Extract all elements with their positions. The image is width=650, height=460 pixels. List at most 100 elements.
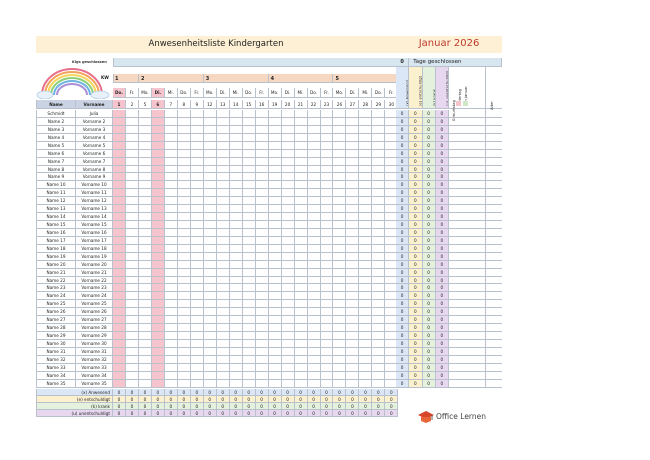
- attendance-cell[interactable]: [190, 308, 204, 317]
- attendance-cell[interactable]: [164, 228, 178, 237]
- attendance-cell[interactable]: [320, 197, 334, 206]
- attendance-cell[interactable]: [294, 181, 308, 190]
- attendance-cell[interactable]: [294, 149, 308, 158]
- attendance-cell[interactable]: [113, 316, 126, 325]
- attendance-cell[interactable]: [359, 110, 373, 118]
- attendance-cell[interactable]: [190, 149, 204, 158]
- attendance-cell[interactable]: [229, 110, 243, 118]
- attendance-cell[interactable]: [307, 197, 321, 206]
- attendance-cell[interactable]: [372, 347, 386, 356]
- attendance-cell[interactable]: [151, 355, 165, 364]
- attendance-cell[interactable]: [216, 228, 230, 237]
- attendance-cell[interactable]: [177, 157, 191, 166]
- attendance-cell[interactable]: [333, 228, 347, 237]
- attendance-cell[interactable]: [229, 292, 243, 301]
- attendance-cell[interactable]: [229, 125, 243, 134]
- attendance-cell[interactable]: [177, 355, 191, 364]
- attendance-cell[interactable]: [216, 268, 230, 277]
- attendance-cell[interactable]: [125, 379, 139, 388]
- row-firstname[interactable]: Vorname 10: [76, 181, 113, 190]
- row-legend-cell[interactable]: [449, 284, 502, 293]
- attendance-cell[interactable]: [333, 371, 347, 380]
- attendance-cell[interactable]: [255, 260, 269, 269]
- attendance-cell[interactable]: [190, 141, 204, 150]
- attendance-cell[interactable]: [359, 205, 373, 214]
- attendance-cell[interactable]: [125, 276, 139, 285]
- attendance-cell[interactable]: [359, 339, 373, 348]
- attendance-cell[interactable]: [177, 221, 191, 229]
- attendance-cell[interactable]: [307, 300, 321, 309]
- attendance-cell[interactable]: [242, 236, 256, 245]
- attendance-cell[interactable]: [113, 363, 126, 372]
- attendance-cell[interactable]: [255, 157, 269, 166]
- attendance-cell[interactable]: [320, 228, 334, 237]
- attendance-cell[interactable]: [255, 363, 269, 372]
- attendance-cell[interactable]: [281, 189, 295, 198]
- attendance-cell[interactable]: [320, 110, 334, 118]
- attendance-cell[interactable]: [359, 165, 373, 174]
- attendance-cell[interactable]: [359, 133, 373, 142]
- attendance-cell[interactable]: [164, 316, 178, 325]
- attendance-cell[interactable]: [320, 244, 334, 253]
- attendance-cell[interactable]: [372, 252, 386, 261]
- attendance-cell[interactable]: [151, 371, 165, 380]
- attendance-cell[interactable]: [268, 339, 282, 348]
- attendance-cell[interactable]: [268, 316, 282, 325]
- row-firstname[interactable]: Vorname 11: [76, 189, 113, 198]
- attendance-cell[interactable]: [164, 324, 178, 333]
- row-name[interactable]: Name 26: [36, 308, 76, 317]
- attendance-cell[interactable]: [281, 276, 295, 285]
- attendance-cell[interactable]: [138, 149, 152, 158]
- attendance-cell[interactable]: [307, 371, 321, 380]
- attendance-cell[interactable]: [346, 292, 360, 301]
- attendance-cell[interactable]: [294, 308, 308, 317]
- attendance-cell[interactable]: [320, 157, 334, 166]
- attendance-cell[interactable]: [281, 308, 295, 317]
- attendance-cell[interactable]: [333, 197, 347, 206]
- attendance-cell[interactable]: [177, 244, 191, 253]
- attendance-cell[interactable]: [281, 165, 295, 174]
- attendance-cell[interactable]: [372, 173, 386, 182]
- attendance-cell[interactable]: [346, 332, 360, 340]
- attendance-cell[interactable]: [320, 173, 334, 182]
- attendance-cell[interactable]: [113, 205, 126, 214]
- attendance-cell[interactable]: [151, 339, 165, 348]
- attendance-cell[interactable]: [281, 236, 295, 245]
- attendance-cell[interactable]: [359, 141, 373, 150]
- attendance-cell[interactable]: [151, 324, 165, 333]
- attendance-cell[interactable]: [190, 181, 204, 190]
- attendance-cell[interactable]: [216, 236, 230, 245]
- attendance-cell[interactable]: [203, 363, 217, 372]
- row-firstname[interactable]: Vorname 22: [76, 276, 113, 285]
- attendance-cell[interactable]: [333, 213, 347, 221]
- attendance-cell[interactable]: [255, 181, 269, 190]
- attendance-cell[interactable]: [113, 260, 126, 269]
- attendance-cell[interactable]: [113, 379, 126, 388]
- row-firstname[interactable]: Vorname 31: [76, 347, 113, 356]
- attendance-cell[interactable]: [177, 347, 191, 356]
- attendance-cell[interactable]: [255, 189, 269, 198]
- attendance-cell[interactable]: [177, 133, 191, 142]
- attendance-cell[interactable]: [229, 181, 243, 190]
- attendance-cell[interactable]: [372, 205, 386, 214]
- attendance-cell[interactable]: [125, 300, 139, 309]
- attendance-cell[interactable]: [333, 236, 347, 245]
- attendance-cell[interactable]: [242, 117, 256, 126]
- attendance-cell[interactable]: [190, 276, 204, 285]
- attendance-cell[interactable]: [294, 189, 308, 198]
- attendance-cell[interactable]: [203, 332, 217, 340]
- attendance-cell[interactable]: [255, 371, 269, 380]
- attendance-cell[interactable]: [255, 292, 269, 301]
- attendance-cell[interactable]: [113, 268, 126, 277]
- row-firstname[interactable]: Vorname 7: [76, 157, 113, 166]
- attendance-cell[interactable]: [307, 332, 321, 340]
- attendance-cell[interactable]: [113, 221, 126, 229]
- attendance-cell[interactable]: [372, 213, 386, 221]
- attendance-cell[interactable]: [190, 236, 204, 245]
- attendance-cell[interactable]: [268, 157, 282, 166]
- attendance-cell[interactable]: [294, 363, 308, 372]
- attendance-cell[interactable]: [190, 252, 204, 261]
- attendance-cell[interactable]: [268, 181, 282, 190]
- attendance-cell[interactable]: [268, 228, 282, 237]
- attendance-cell[interactable]: [242, 292, 256, 301]
